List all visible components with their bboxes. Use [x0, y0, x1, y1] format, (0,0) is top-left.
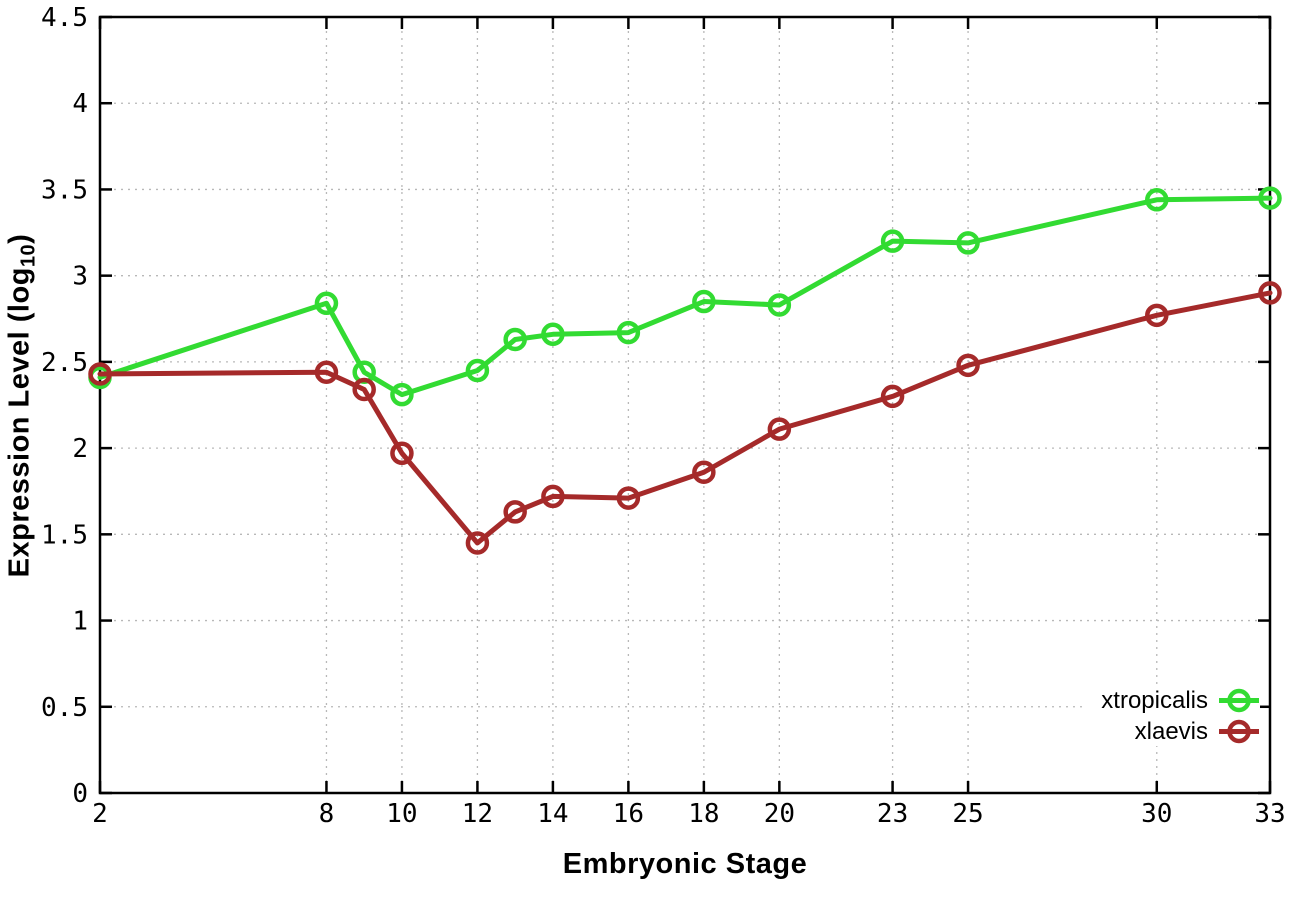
x-tick-label: 23: [877, 799, 908, 829]
y-axis-title: Expression Level (log10): [4, 176, 41, 636]
series-xtropicalis-marker: [541, 322, 565, 347]
y-tick-label: 3.5: [41, 175, 88, 205]
x-tick-label: 30: [1141, 799, 1172, 829]
legend-label-xlaevis: xlaevis: [1134, 718, 1208, 745]
y-tick-label: 0: [72, 779, 88, 809]
y-axis-title-prefix: Expression Level (log: [3, 267, 36, 578]
x-tick-label: 33: [1254, 799, 1285, 829]
y-tick-label: 2: [72, 434, 88, 464]
y-tick-label: 1: [72, 607, 88, 637]
legend-marker-xlaevis-icon: [1219, 719, 1259, 744]
series-xlaevis-marker: [88, 362, 112, 386]
series-xtropicalis-marker: [390, 382, 414, 407]
series-xtropicalis-marker: [692, 289, 716, 314]
series-xlaevis-marker: [390, 441, 414, 466]
series-xtropicalis-marker: [956, 231, 980, 255]
legend-entry-xtropicalis: xtropicalis: [1087, 686, 1260, 715]
y-axis-title-suffix: ): [3, 233, 36, 244]
series-xlaevis-marker: [616, 486, 641, 510]
series-xlaevis-marker: [352, 377, 376, 402]
series-xlaevis-line: [97, 290, 1273, 546]
y-tick-label: 4: [72, 89, 88, 119]
series-xtropicalis-marker: [314, 291, 339, 316]
x-axis-title: Embryonic Stage: [562, 848, 808, 880]
x-tick-label: 10: [386, 799, 417, 829]
series-xlaevis-marker: [1258, 281, 1282, 305]
y-tick-label: 4.5: [41, 3, 88, 33]
series-xlaevis-marker: [465, 531, 490, 555]
series-xlaevis-marker: [692, 460, 716, 485]
series-xtropicalis-marker: [1258, 186, 1282, 210]
series-xtropicalis-line: [97, 195, 1273, 398]
series-xtropicalis-marker: [465, 358, 490, 383]
x-tick-label: 8: [319, 799, 335, 829]
x-tick-label: 2: [92, 799, 108, 829]
legend: xtropicalis xlaevis: [1087, 686, 1260, 746]
series-xtropicalis-marker: [767, 293, 792, 317]
series-xtropicalis-marker: [880, 229, 905, 253]
x-tick-label: 16: [613, 799, 644, 829]
series-xlaevis-marker: [314, 360, 339, 384]
x-tick-label: 18: [688, 799, 719, 829]
series-xlaevis-marker: [1145, 303, 1169, 328]
series-xlaevis-marker: [541, 484, 565, 509]
y-tick-label: 3: [72, 262, 88, 292]
x-tick-label: 20: [764, 799, 795, 829]
y-tick-label: 2.5: [41, 348, 88, 378]
x-tick-label: 14: [537, 799, 568, 829]
series-xlaevis-marker: [767, 417, 792, 441]
y-axis-title-subscript: 10: [17, 243, 40, 268]
legend-marker-xtropicalis-icon: [1219, 688, 1259, 713]
series-xlaevis-marker: [956, 353, 980, 378]
series-xtropicalis-marker: [616, 320, 641, 345]
x-tick-label: 25: [952, 799, 983, 829]
series-xlaevis-marker: [503, 500, 527, 524]
y-tick-label: 0.5: [41, 693, 88, 723]
legend-entry-xlaevis: xlaevis: [1087, 717, 1260, 746]
series-xtropicalis-marker: [1145, 188, 1169, 212]
x-tick-label: 12: [462, 799, 493, 829]
series-xlaevis-marker: [880, 384, 905, 409]
plot-border: [98, 15, 1272, 795]
legend-label-xtropicalis: xtropicalis: [1101, 687, 1208, 714]
series-xtropicalis-marker: [503, 327, 527, 352]
y-tick-label: 1.5: [41, 520, 88, 550]
